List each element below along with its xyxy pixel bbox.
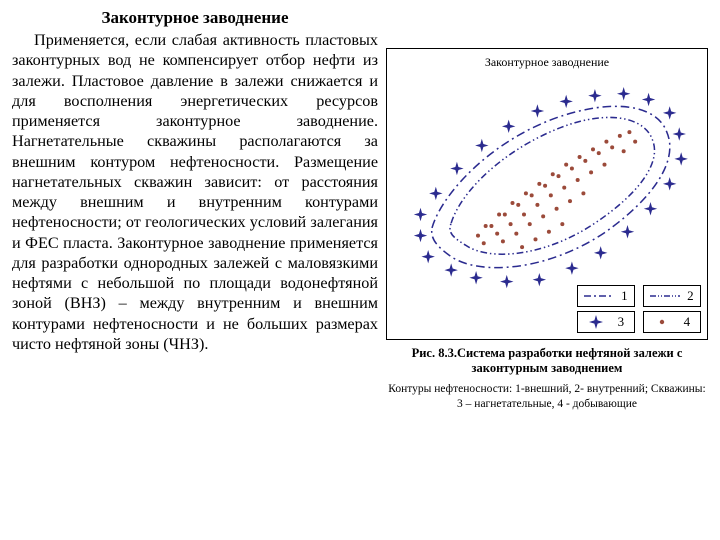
legend-num: 3 [618,314,625,330]
figure-caption-note: Контуры нефтеносности: 1-внешний, 2- вну… [386,382,708,412]
legend-item-1: 1 [577,285,635,307]
figure-box: Законтурное заводнение 1 2 3 4 [386,48,708,340]
legend-num: 4 [684,314,691,330]
legend-item-4: 4 [643,311,701,333]
figure-legend: 1 2 3 4 [577,285,701,333]
legend-item-2: 2 [643,285,701,307]
reservoir-diagram [387,65,707,295]
figure-caption: Рис. 8.3.Система разработки нефтяной зал… [386,346,708,376]
legend-num: 2 [687,288,694,304]
legend-item-3: 3 [577,311,635,333]
doc-title: Законтурное заводнение [12,8,378,28]
legend-num: 1 [621,288,628,304]
doc-body: Применяется, если слабая активность плас… [12,30,378,354]
